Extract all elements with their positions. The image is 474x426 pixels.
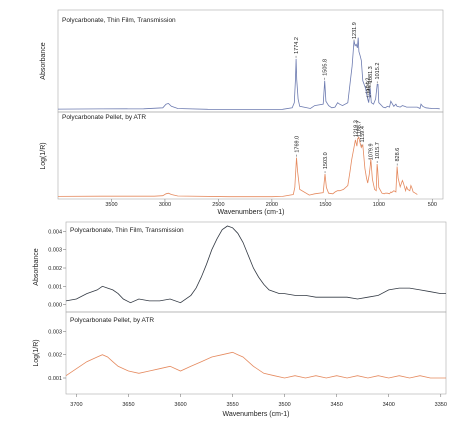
x-tick-label: 3500: [105, 202, 117, 208]
panel-label: Polycarbonate Pellet, by ATR: [62, 114, 146, 121]
x-tick-label: 3350: [435, 402, 447, 408]
peak-label: 1219.3: [353, 120, 359, 137]
y-axis-label: Log(1/R): [33, 339, 40, 366]
x-tick-label: 1000: [373, 202, 385, 208]
y-tick-label: 0.004: [48, 229, 62, 235]
panel-label: Polycarbonate, Thin Film, Transmission: [70, 227, 184, 234]
x-tick-label: 3450: [331, 402, 343, 408]
peak-label: 1188.7: [357, 121, 363, 137]
peak-label: 1104.2: [366, 78, 372, 94]
x-tick-label: 3500: [279, 402, 291, 408]
x-axis-label: Wavenumbers (cm-1): [222, 411, 289, 418]
y-tick-label: 0.002: [48, 266, 62, 272]
zoom-panel-atr: Polycarbonate Pellet, by ATR Log(1/R) 0.…: [33, 311, 447, 395]
y-axis-ticks: 0.003 0.002 0.001: [48, 329, 66, 382]
plot-frame: [65, 311, 447, 395]
spectrum-line: [57, 136, 418, 198]
peak-label: 1774.2: [294, 37, 300, 54]
peak-label: 1079.9: [368, 143, 374, 160]
y-tick-label: 0.002: [48, 353, 62, 359]
x-tick-label: 3400: [383, 402, 395, 408]
peak-label: 1231.9: [352, 22, 358, 39]
y-tick-label: 0.001: [48, 284, 62, 290]
peak-label: 1015.7: [375, 142, 381, 159]
x-tick-label: 2000: [266, 202, 278, 208]
peak-label: 1769.0: [295, 136, 301, 153]
x-tick-label: 2500: [212, 202, 224, 208]
peak-label: 1505.8: [323, 59, 329, 76]
x-tick-label: 3000: [159, 202, 171, 208]
peak-label: 1096.2: [367, 81, 373, 98]
spectrum-line: [65, 351, 446, 379]
x-tick-label: 3600: [174, 402, 186, 408]
y-axis-label: Log(1/R): [40, 142, 47, 169]
y-tick-label: 0.001: [48, 376, 62, 382]
full-panel-transmission: Polycarbonate, Thin Film, Transmission A…: [40, 9, 444, 113]
panel-label: Polycarbonate Pellet, by ATR: [70, 317, 154, 324]
peak-label: 1503.0: [323, 152, 329, 169]
spectrum-line: [57, 37, 440, 110]
y-axis-label: Absorbance: [40, 42, 47, 79]
peak-label: 1081.3: [368, 66, 374, 83]
panel-label: Polycarbonate, Thin Film, Transmission: [62, 17, 176, 24]
zoom-range-figure: Polycarbonate, Thin Film, Transmission A…: [33, 221, 447, 418]
x-axis-ticks: 3700 3650 3600 3550 3500 3450 3400 3350: [70, 394, 447, 408]
zoom-panel-transmission: Polycarbonate, Thin Film, Transmission A…: [33, 221, 447, 313]
x-tick-label: 3700: [70, 402, 82, 408]
full-panel-atr: Polycarbonate Pellet, by ATR Log(1/R) 17…: [40, 111, 444, 200]
x-axis-ticks: 3500 3000 2500 2000 1500 1000 500: [105, 199, 437, 208]
peak-label: 1159.4: [360, 126, 366, 142]
y-tick-label: 0.000: [48, 303, 62, 309]
x-tick-label: 1500: [319, 202, 331, 208]
peak-label: 828.6: [395, 148, 401, 162]
x-tick-label: 500: [428, 202, 437, 208]
y-tick-label: 0.003: [48, 329, 62, 335]
peak-label: 1015.2: [375, 63, 381, 80]
full-range-figure: Polycarbonate, Thin Film, Transmission A…: [40, 9, 444, 216]
y-axis-label: Absorbance: [33, 248, 40, 285]
y-tick-label: 0.003: [48, 248, 62, 254]
x-tick-label: 3650: [122, 402, 134, 408]
plot-frame: [57, 111, 444, 200]
y-axis-ticks: 0.004 0.003 0.002 0.001 0.000: [48, 229, 66, 309]
plot-frame: [57, 9, 444, 113]
x-tick-label: 3550: [226, 402, 238, 408]
spectrum-line: [65, 225, 446, 304]
x-axis-label: Wavenumbers (cm-1): [217, 209, 284, 216]
